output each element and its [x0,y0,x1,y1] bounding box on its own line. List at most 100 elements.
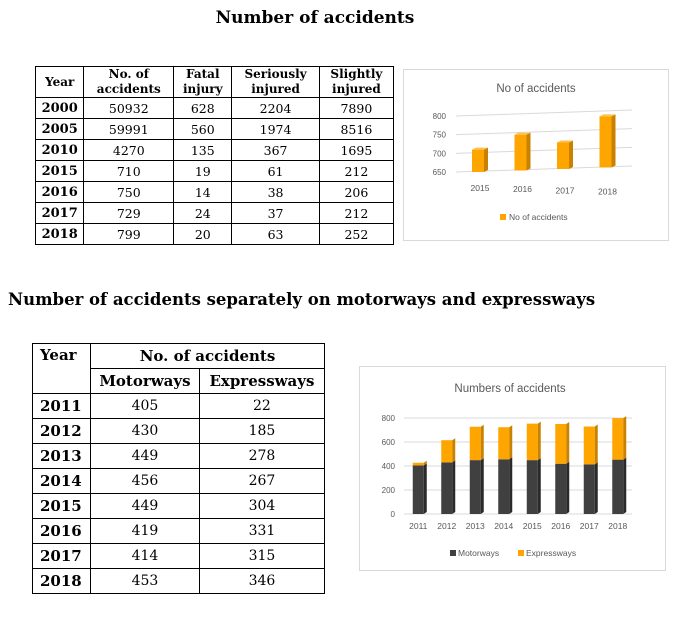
value-cell: 24 [173,202,233,224]
year-cell: 2017 [32,543,91,569]
value-cell: 750 [83,181,175,203]
year-cell: 2018 [34,223,85,245]
legend-swatch [518,550,524,556]
table-row: 2017 729 24 37 212 [34,202,395,224]
value-cell: 14 [173,181,233,203]
value-cell: 185 [198,418,326,444]
table-row: 2000 50932 628 2204 7890 [34,97,395,119]
year-cell: 2015 [32,493,91,519]
bar-side [566,422,570,464]
y-tick-label: 650 [433,168,447,177]
table-row: 2011 405 22 [32,393,326,419]
value-cell: 453 [90,568,200,594]
value-cell: 212 [318,160,395,182]
value-cell: 419 [90,518,200,544]
header-expressways: Expressways [198,368,326,394]
bar-expressways [526,423,538,461]
table-row: 2012 430 185 [32,418,326,444]
value-cell: 7890 [318,97,395,119]
chart-title: Numbers of accidents [454,383,565,395]
y-tick-label: 800 [433,112,447,121]
table-row: 2005 59991 560 1974 8516 [34,118,395,140]
bar-expressways [583,426,595,465]
bar-side [594,424,598,465]
table-header-row: Year No. of accidents [32,343,325,394]
legend-swatch [450,550,456,556]
bar-expressways [412,462,424,466]
value-cell: 710 [83,160,175,182]
year-cell: 2010 [34,139,85,161]
accidents-table: Year No. of accidents Fatal injury Seriously i… [34,66,395,245]
value-cell: 19 [173,160,233,182]
x-tick-label: 2015 [471,183,490,193]
bar-side [566,461,570,514]
x-tick-label: 2018 [598,187,617,197]
value-cell: 405 [90,393,200,419]
table-row: 2013 449 278 [32,443,326,469]
value-cell: 414 [90,543,200,569]
table-row: 2015 449 304 [32,493,326,519]
bar-motorways [469,460,481,514]
chart-title: No of accidents [496,83,576,95]
page-title: Number of accidents [215,8,415,28]
value-cell: 267 [198,468,326,494]
value-cell: 8516 [318,118,395,140]
table-row: 2015 710 19 61 212 [34,160,395,182]
bar-expressways [469,426,481,461]
header-no-of-accidents: No. of accidents [83,66,175,98]
header-seriously-injured: Seriously injured [231,66,320,98]
value-cell: 560 [173,118,233,140]
value-cell: 4270 [83,139,175,161]
bar-side [423,463,427,514]
value-cell: 430 [90,418,200,444]
value-cell: 59991 [83,118,175,140]
y-tick-label: 400 [382,462,396,471]
y-tick-label: 800 [382,414,396,423]
value-cell: 22 [198,393,326,419]
chart-1-svg: No of accidents 650 700 750 800 2015 2016 2017 2… [433,83,633,222]
value-cell: 304 [198,493,326,519]
bar [472,149,484,172]
bar-side [611,114,616,168]
header-year: Year [32,343,91,394]
x-tick-label: 2014 [494,521,513,531]
legend-label: Expressways [526,548,576,558]
legend-swatch [500,214,506,220]
bar-expressways [612,418,624,460]
table-row: 2014 456 267 [32,468,326,494]
year-cell: 2014 [32,468,91,494]
year-cell: 2005 [34,118,85,140]
bar-side [537,421,541,461]
y-tick-label: 600 [382,438,396,447]
bar-expressways [441,440,453,463]
x-tick-label: 2017 [556,185,575,195]
header-slightly-injured: Slightly injured [318,66,395,98]
bar-side [480,458,484,514]
bar [557,142,569,169]
year-cell: 2000 [34,97,85,119]
table-row: 2017 414 315 [32,543,326,569]
bar-motorways [555,463,567,514]
year-cell: 2016 [32,518,91,544]
bar-motorways [526,460,538,514]
value-cell: 1695 [318,139,395,161]
bar-side [537,458,541,514]
value-cell: 799 [83,223,175,245]
value-cell: 278 [198,443,326,469]
bar-side [423,460,427,466]
value-cell: 628 [173,97,233,119]
value-cell: 315 [198,543,326,569]
bar [599,116,612,168]
bar-side [480,424,484,461]
table-row: 2016 750 14 38 206 [34,181,395,203]
motorways-expressways-table: Year No. of accidents Motorways Expressw… [32,343,326,594]
value-cell: 346 [198,568,326,594]
bar-motorways [441,462,453,514]
y-tick-label: 0 [391,510,396,519]
value-cell: 1974 [231,118,320,140]
y-tick-label: 700 [433,149,447,158]
value-cell: 37 [231,202,320,224]
value-cell: 729 [83,202,175,224]
year-cell: 2013 [32,443,91,469]
bar-top [514,132,531,135]
